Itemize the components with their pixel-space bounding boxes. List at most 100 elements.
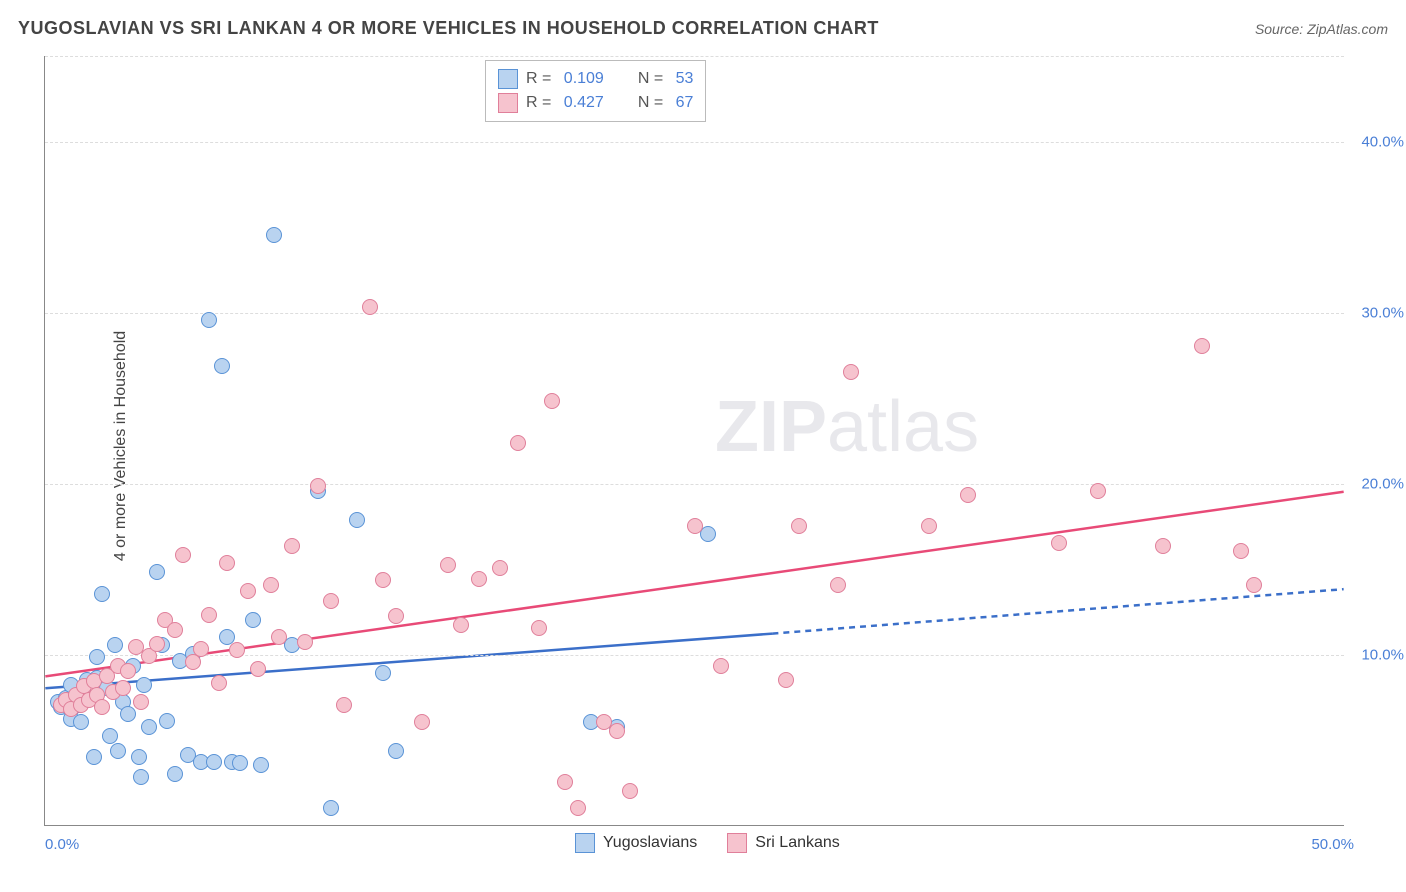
scatter-point	[120, 706, 136, 722]
scatter-point	[107, 637, 123, 653]
series-name: Yugoslavians	[603, 834, 697, 852]
n-value: 53	[671, 67, 693, 91]
n-value: 67	[671, 91, 693, 115]
scatter-point	[622, 783, 638, 799]
scatter-point	[136, 677, 152, 693]
trend-lines-layer	[45, 56, 1344, 825]
scatter-point	[471, 571, 487, 587]
gridline	[45, 56, 1344, 57]
scatter-point	[609, 723, 625, 739]
scatter-point	[232, 755, 248, 771]
scatter-point	[193, 641, 209, 657]
scatter-point	[133, 769, 149, 785]
scatter-point	[1090, 483, 1106, 499]
scatter-point	[440, 557, 456, 573]
n-label: N =	[638, 67, 663, 91]
chart-title: YUGOSLAVIAN VS SRI LANKAN 4 OR MORE VEHI…	[18, 18, 879, 39]
gridline	[45, 484, 1344, 485]
source-attribution: Source: ZipAtlas.com	[1255, 21, 1388, 37]
scatter-plot-area: ZIPatlas 10.0%20.0%30.0%40.0%0.0%50.0%R …	[44, 56, 1344, 826]
scatter-point	[284, 538, 300, 554]
scatter-point	[687, 518, 703, 534]
r-value: 0.109	[559, 67, 603, 91]
scatter-point	[149, 636, 165, 652]
scatter-point	[297, 634, 313, 650]
scatter-point	[94, 586, 110, 602]
legend-swatch	[498, 69, 518, 89]
scatter-point	[253, 757, 269, 773]
scatter-point	[414, 714, 430, 730]
legend-swatch	[498, 93, 518, 113]
scatter-point	[375, 665, 391, 681]
scatter-point	[131, 749, 147, 765]
scatter-point	[229, 642, 245, 658]
scatter-point	[791, 518, 807, 534]
scatter-point	[167, 622, 183, 638]
y-tick-label: 10.0%	[1349, 646, 1404, 663]
scatter-point	[115, 680, 131, 696]
y-tick-label: 40.0%	[1349, 133, 1404, 150]
r-label: R =	[526, 67, 551, 91]
scatter-point	[201, 607, 217, 623]
n-label: N =	[638, 91, 663, 115]
stats-legend: R = 0.109 N = 53R = 0.427N = 67	[485, 60, 706, 122]
scatter-point	[453, 617, 469, 633]
scatter-point	[73, 714, 89, 730]
gridline	[45, 313, 1344, 314]
r-label: R =	[526, 91, 551, 115]
scatter-point	[201, 312, 217, 328]
scatter-point	[206, 754, 222, 770]
scatter-point	[271, 629, 287, 645]
scatter-point	[102, 728, 118, 744]
scatter-point	[245, 612, 261, 628]
scatter-point	[388, 743, 404, 759]
scatter-point	[349, 512, 365, 528]
scatter-point	[830, 577, 846, 593]
scatter-point	[557, 774, 573, 790]
scatter-point	[1194, 338, 1210, 354]
scatter-point	[323, 593, 339, 609]
x-tick-label: 0.0%	[45, 836, 79, 853]
scatter-point	[120, 663, 136, 679]
stats-legend-row: R = 0.427N = 67	[498, 91, 693, 115]
y-tick-label: 30.0%	[1349, 304, 1404, 321]
scatter-point	[86, 749, 102, 765]
scatter-point	[570, 800, 586, 816]
scatter-point	[214, 358, 230, 374]
scatter-point	[110, 743, 126, 759]
legend-swatch	[575, 833, 595, 853]
scatter-point	[89, 649, 105, 665]
scatter-point	[778, 672, 794, 688]
series-legend-item: Sri Lankans	[727, 833, 840, 853]
scatter-point	[1155, 538, 1171, 554]
scatter-point	[336, 697, 352, 713]
scatter-point	[362, 299, 378, 315]
scatter-point	[388, 608, 404, 624]
scatter-point	[250, 661, 266, 677]
scatter-point	[960, 487, 976, 503]
scatter-point	[219, 629, 235, 645]
stats-legend-row: R = 0.109 N = 53	[498, 67, 693, 91]
scatter-point	[240, 583, 256, 599]
scatter-point	[175, 547, 191, 563]
scatter-point	[167, 766, 183, 782]
scatter-point	[133, 694, 149, 710]
scatter-point	[185, 654, 201, 670]
scatter-point	[713, 658, 729, 674]
scatter-point	[531, 620, 547, 636]
scatter-point	[1051, 535, 1067, 551]
watermark: ZIPatlas	[715, 386, 979, 468]
scatter-point	[1246, 577, 1262, 593]
scatter-point	[1233, 543, 1249, 559]
scatter-point	[492, 560, 508, 576]
series-legend: Yugoslavians Sri Lankans	[575, 833, 840, 853]
scatter-point	[219, 555, 235, 571]
scatter-point	[310, 478, 326, 494]
scatter-point	[141, 719, 157, 735]
scatter-point	[263, 577, 279, 593]
gridline	[45, 142, 1344, 143]
scatter-point	[323, 800, 339, 816]
scatter-point	[159, 713, 175, 729]
series-legend-item: Yugoslavians	[575, 833, 697, 853]
scatter-point	[921, 518, 937, 534]
